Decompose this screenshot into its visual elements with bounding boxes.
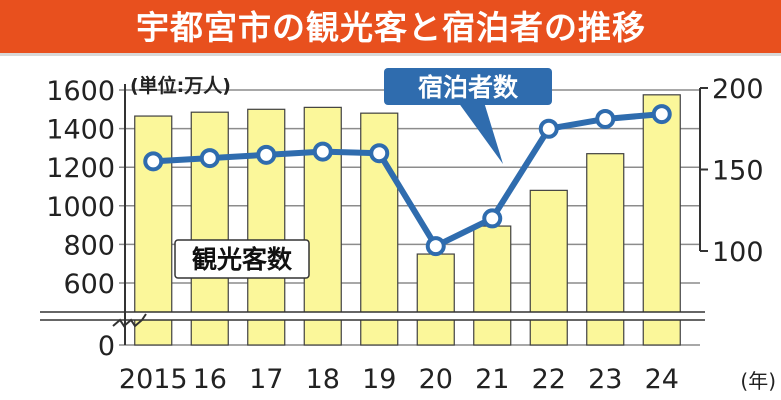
line-point-2015	[143, 151, 164, 172]
left-tick-label: 0	[98, 331, 115, 362]
chart-title: 宇都宮市の観光客と宿泊者の推移	[136, 8, 646, 47]
line-series	[153, 111, 663, 250]
line-point-21	[482, 208, 503, 229]
x-tick-label: 18	[306, 364, 340, 395]
bar-17	[247, 108, 286, 346]
axis-break-band	[40, 312, 705, 320]
line-point-16	[199, 148, 220, 169]
x-tick-label: 2015	[119, 364, 188, 395]
right-tick-label: 100	[712, 237, 764, 268]
bar-2015	[134, 115, 173, 346]
line-label-pointer	[458, 102, 503, 164]
left-tick-label: 1600	[46, 76, 115, 107]
left-tick-label: 1000	[46, 192, 115, 223]
bar-20	[416, 253, 455, 346]
line-point-20	[425, 236, 446, 257]
line-point-19	[369, 143, 390, 164]
line-point-23	[595, 108, 616, 129]
left-tick-label: 600	[63, 269, 115, 300]
line-series-label: 宿泊者数	[418, 73, 519, 102]
x-tick-label: 21	[475, 364, 509, 395]
x-tick-label: 24	[645, 364, 679, 395]
right-tick-label: 150	[712, 156, 764, 187]
x-tick-label: 17	[249, 364, 283, 395]
left-tick-label: 1400	[46, 115, 115, 146]
line-point-17	[256, 144, 277, 165]
line-point-18	[312, 141, 333, 162]
title-bar: 宇都宮市の観光客と宿泊者の推移	[0, 0, 781, 56]
x-tick-label: 22	[532, 364, 566, 395]
bar-label-box	[174, 239, 310, 279]
bar-21	[473, 225, 512, 346]
bar-16	[190, 111, 229, 346]
x-tick-label: 19	[362, 364, 396, 395]
bar-22	[529, 189, 568, 346]
left-tick-label: 1200	[46, 153, 115, 184]
x-tick-label: 16	[193, 364, 227, 395]
axis-break-zigzag	[112, 313, 147, 328]
line-label-box	[384, 68, 552, 105]
left-tick-label: 800	[63, 230, 115, 261]
right-tick-label: 200	[712, 74, 764, 105]
x-tick-label: 20	[419, 364, 453, 395]
line-point-22	[538, 118, 559, 139]
x-axis-suffix: (年)	[740, 369, 776, 393]
unit-label: (単位:万人)	[130, 74, 231, 97]
x-tick-label: 23	[588, 364, 622, 395]
bar-24	[642, 94, 681, 346]
line-point-24	[651, 104, 672, 125]
bar-series-label: 観光客数	[192, 245, 293, 274]
